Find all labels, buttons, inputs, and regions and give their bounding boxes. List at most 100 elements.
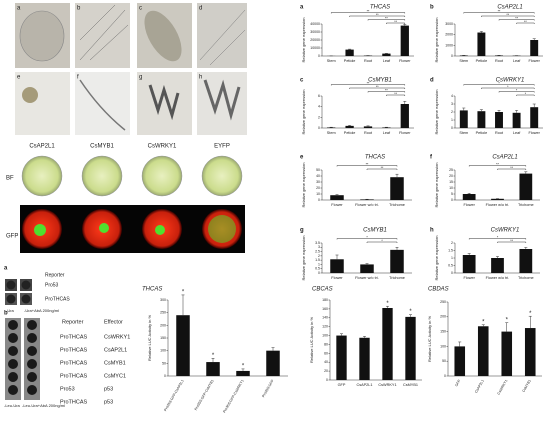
error-bar — [335, 254, 339, 260]
yeast-spot — [27, 333, 37, 343]
x-tick-label: Stem — [327, 59, 336, 63]
y-tick-label: 0 — [318, 198, 320, 202]
bracket — [463, 84, 535, 86]
y-tick-label: 50 — [316, 168, 320, 172]
y-tick-label: 120 — [322, 325, 328, 329]
bar — [330, 195, 344, 200]
bar — [345, 49, 354, 56]
construct-label: CsAP2L1 — [29, 144, 55, 150]
yeast-spot — [21, 280, 31, 290]
chart: CBDAS Relative LUC Activity in % 0 50 100 150… — [427, 287, 542, 396]
x-tick-label: Leaf — [513, 59, 521, 63]
medium: -Leu-Ura — [4, 403, 21, 408]
chart-title: CsMYB1 — [368, 78, 392, 84]
x-tick-label: Pro35S:GFP-CsWRKY1 — [222, 379, 244, 414]
chart-title: CsWRKY1 — [491, 228, 520, 234]
y-tick-label: 25 — [449, 168, 453, 172]
chart: a THCAS Relative gene expression 0 10000 2000… — [300, 5, 414, 63]
error-bar — [403, 101, 407, 104]
y-tick-label: 250 — [160, 311, 166, 315]
bracket-label: ** — [394, 20, 397, 24]
y-tick-label: 10000 — [310, 46, 320, 50]
x-tick-label: Flower — [528, 131, 540, 135]
bar — [462, 255, 476, 273]
bar — [459, 110, 468, 128]
construct-label: EYFP — [214, 144, 230, 150]
yeast-spot — [8, 385, 18, 395]
x-tick-label: Trichome — [389, 276, 405, 280]
bracket-label: ** — [524, 20, 527, 24]
bar — [176, 315, 190, 376]
bracket — [498, 91, 535, 93]
y-tick-label: 20000 — [310, 38, 320, 42]
bracket — [366, 241, 398, 243]
chart: b CsAP2L1 Relative gene expression 0 1000 200… — [430, 5, 543, 63]
y-tick-label: 0 — [326, 378, 328, 382]
y-tick-label: 180 — [322, 298, 328, 302]
bracket-label: ** — [367, 10, 370, 14]
bar — [477, 32, 486, 56]
y-tick-label: 50 — [162, 361, 166, 365]
x-tick-label: Leaf — [513, 131, 521, 135]
y-tick-label: 2 — [451, 241, 453, 245]
x-tick-label: Trichome — [518, 276, 534, 280]
panel-letter: d — [430, 78, 434, 84]
bar — [382, 127, 391, 128]
bar — [477, 111, 486, 128]
bar — [360, 264, 374, 273]
row-label: BF — [6, 176, 14, 182]
y-tick-label: 30 — [316, 180, 320, 184]
error-bar — [271, 347, 275, 351]
x-tick-label: Trichome — [518, 203, 534, 207]
x-tick-label: Flower — [463, 203, 475, 207]
y-axis-label: Relative gene expression — [301, 18, 306, 63]
yeast-spot — [27, 372, 37, 382]
bar — [400, 25, 409, 56]
bracket-label: * — [366, 236, 368, 240]
x-tick-label: Petiole — [344, 131, 356, 135]
bar — [495, 112, 503, 128]
y-tick-label: 100 — [440, 344, 446, 348]
error-bar — [524, 247, 528, 249]
error-bar — [496, 256, 499, 258]
table-cell: ProTHCAS — [60, 399, 88, 405]
bracket-label: ** — [367, 82, 370, 86]
bar — [382, 308, 393, 380]
medium: -Ura+AbA 200ng/ml — [24, 308, 59, 313]
table-cell: Pro53 — [60, 386, 75, 392]
x-tick-label: Flower — [331, 203, 343, 207]
y-tick-label: 3 — [318, 245, 320, 249]
y-tick-label: 0 — [164, 374, 166, 378]
bracket — [481, 87, 535, 89]
chart-title: CsWRKY1 — [496, 78, 525, 84]
bracket — [468, 165, 527, 167]
bracket-label: ** — [506, 13, 509, 17]
x-tick-label: Pro35S:GFP-CsAP2L1 — [163, 379, 184, 412]
panel-letter: f — [77, 75, 79, 81]
bracket — [336, 165, 398, 167]
panel-letter: h — [430, 228, 434, 234]
table-cell: p53 — [104, 399, 113, 405]
x-tick-label: CsWRKY1 — [497, 379, 509, 396]
construct-label: CsMYB1 — [90, 144, 114, 150]
bracket — [330, 84, 406, 86]
x-tick-label: Petiole — [476, 131, 488, 135]
error-bar — [481, 324, 485, 327]
bar — [519, 173, 533, 200]
bar — [345, 125, 354, 128]
bar — [363, 126, 373, 128]
chart: h CsWRKY1 Relative gene expression 0 0.5 1 1.5… — [430, 228, 540, 280]
bracket-label: ** — [394, 92, 397, 96]
y-tick-label: 40 — [324, 360, 328, 364]
bar — [477, 326, 489, 376]
panel-letter: b — [430, 5, 434, 11]
bar — [459, 55, 468, 56]
y-tick-label: 20 — [324, 369, 328, 373]
yeast-spot — [27, 320, 37, 330]
bar — [400, 104, 409, 128]
significance: * — [482, 319, 485, 325]
table-cell: CsWRKY1 — [104, 334, 130, 340]
y-axis-label: Relative LUC Activity in % — [309, 317, 314, 363]
x-tick-label: Flower — [528, 59, 540, 63]
x-tick-label: GFP — [338, 383, 346, 387]
